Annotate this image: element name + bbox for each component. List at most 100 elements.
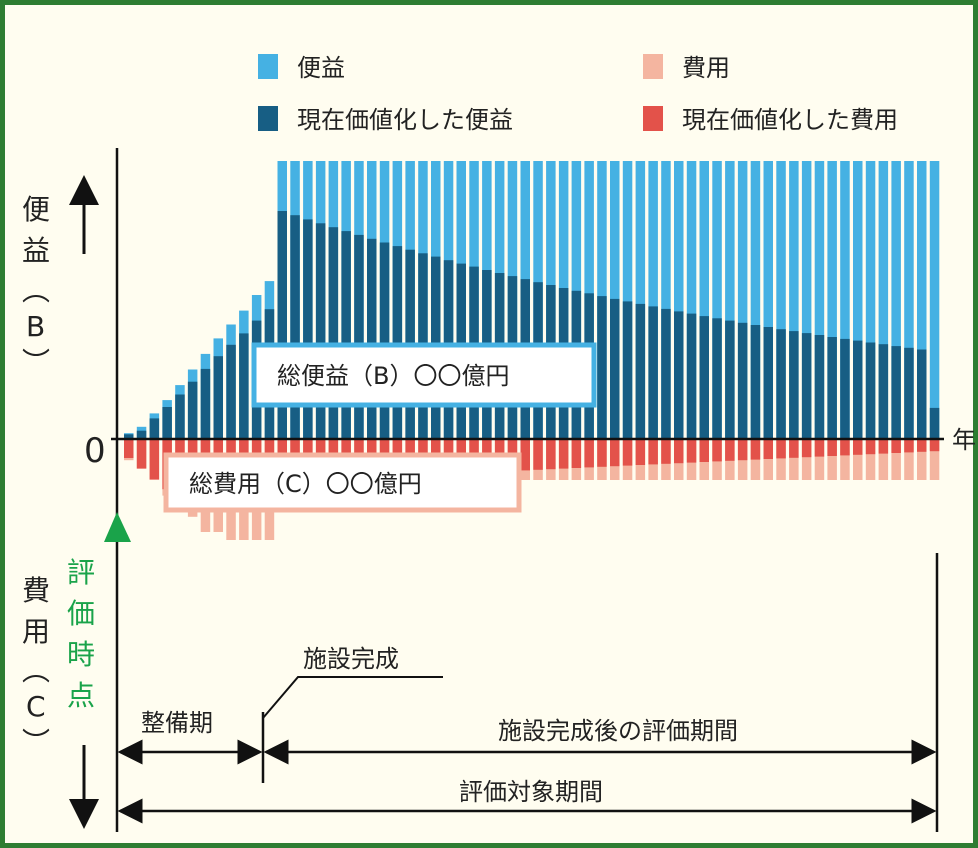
pv-benefit-bar: [737, 322, 748, 439]
pv-benefit-bar: [162, 407, 172, 439]
pv-benefit-bar: [354, 234, 364, 439]
benefit-bar: [814, 161, 825, 439]
pv-benefit-bar: [226, 344, 236, 439]
eval-char: 評: [67, 556, 95, 589]
pv-benefit-bar: [149, 418, 160, 439]
pv-benefit-bar: [801, 333, 812, 439]
evaluation-point-label: 評 価 時 点: [67, 556, 95, 712]
benefit-bar: [904, 161, 914, 439]
total-benefit-label: 総便益（B）〇〇億円: [277, 362, 509, 390]
cost-bar: [827, 439, 837, 480]
y-cost-char: 費: [22, 574, 50, 607]
eval-char: 時: [67, 638, 95, 671]
benefit-bar: [878, 161, 889, 439]
cost-bar: [929, 439, 940, 480]
pv-benefit-bar: [303, 219, 313, 439]
pv-cost-bar: [124, 439, 134, 458]
legend-swatch-benefit: [258, 54, 278, 79]
y-benefit-char: ︵: [22, 274, 50, 307]
y-benefit-char: 益: [22, 234, 50, 267]
total-cost-box: [163, 452, 522, 513]
y-cost-char: C: [26, 690, 46, 723]
legend-swatch-pv-benefit: [258, 106, 278, 131]
pv-cost-bar: [827, 439, 837, 456]
pv-benefit-bar: [367, 238, 377, 439]
pv-cost-bar: [853, 439, 863, 455]
pv-cost-bar: [674, 439, 684, 464]
pv-cost-bar: [136, 439, 147, 469]
pv-cost-bar: [648, 439, 658, 465]
pv-benefit-bar: [379, 242, 390, 439]
cost-bar: [776, 439, 786, 480]
pv-cost-bar: [520, 439, 530, 471]
benefit-bar: [648, 161, 658, 439]
cost-bar: [814, 439, 825, 480]
pv-benefit-bar: [699, 316, 709, 439]
pv-cost-bar: [904, 439, 914, 453]
pv-benefit-bar: [853, 340, 863, 439]
evaluation-point-triangle-icon: [104, 512, 131, 542]
pv-benefit-bar: [840, 338, 850, 439]
pv-cost-bar: [789, 439, 799, 458]
pv-benefit-bar: [904, 347, 914, 439]
total-cost-label: 総費用（C）〇〇億円: [189, 470, 422, 498]
pv-benefit-bar: [277, 211, 287, 439]
pv-benefit-bar: [661, 308, 671, 439]
benefit-bar: [635, 161, 646, 439]
completion-leader-line: [262, 676, 443, 719]
pv-benefit-bar: [686, 313, 697, 439]
pv-cost-bar: [763, 439, 773, 459]
benefit-bar: [840, 161, 850, 439]
pv-benefit-bar: [865, 342, 876, 439]
pv-benefit-bar: [814, 335, 825, 439]
pv-cost-bar: [584, 439, 594, 468]
cost-bar: [763, 439, 773, 480]
pv-benefit-bar: [239, 333, 249, 439]
benefit-bar: [929, 161, 940, 439]
eval-char: 価: [67, 597, 95, 630]
pv-benefit-bar: [290, 215, 300, 439]
pv-cost-bar: [149, 439, 160, 480]
construction-period-label: 整備期: [141, 709, 213, 737]
pv-benefit-bar: [341, 231, 351, 439]
pv-cost-bar: [814, 439, 825, 457]
benefit-bar: [789, 161, 799, 439]
cost-bar: [878, 439, 889, 480]
benefit-bar: [917, 161, 927, 439]
y-cost-char: ︵: [22, 654, 50, 687]
cost-bar: [789, 439, 799, 480]
pv-cost-bar: [737, 439, 748, 461]
pv-benefit-bar: [725, 320, 735, 439]
benefit-bar: [699, 161, 709, 439]
pv-benefit-bar: [763, 327, 773, 439]
pv-cost-bar: [712, 439, 722, 462]
cost-bar: [840, 439, 850, 480]
total-benefit-box: [251, 342, 597, 408]
pv-benefit-bar: [674, 311, 684, 439]
pv-cost-bar: [725, 439, 735, 461]
y-axis-label-benefit: 便 益 ︵ B ︶: [22, 193, 50, 379]
benefit-bar: [801, 161, 812, 439]
pv-benefit-bar: [124, 434, 134, 439]
pv-cost-bar: [622, 439, 633, 466]
zero-label: 0: [84, 431, 106, 471]
pv-cost-bar: [533, 439, 543, 470]
cost-bar: [865, 439, 876, 480]
benefit-bar: [865, 161, 876, 439]
pv-benefit-bar: [648, 306, 658, 439]
benefit-bar: [827, 161, 837, 439]
pv-cost-bar: [610, 439, 620, 467]
x-axis-unit: 年: [952, 426, 976, 454]
benefit-bar: [661, 161, 671, 439]
legend-label-pv-cost: 現在価値化した費用: [682, 106, 898, 134]
pv-benefit-bar: [213, 356, 223, 439]
pv-cost-bar: [891, 439, 901, 453]
pv-benefit-bar: [610, 298, 620, 439]
legend-label-benefit: 便益: [297, 54, 345, 82]
cost-bar: [853, 439, 863, 480]
pv-benefit-bar: [712, 318, 722, 439]
cost-bar: [904, 439, 914, 480]
pv-cost-bar: [865, 439, 876, 455]
benefit-bar: [853, 161, 863, 439]
pv-cost-bar: [686, 439, 697, 463]
